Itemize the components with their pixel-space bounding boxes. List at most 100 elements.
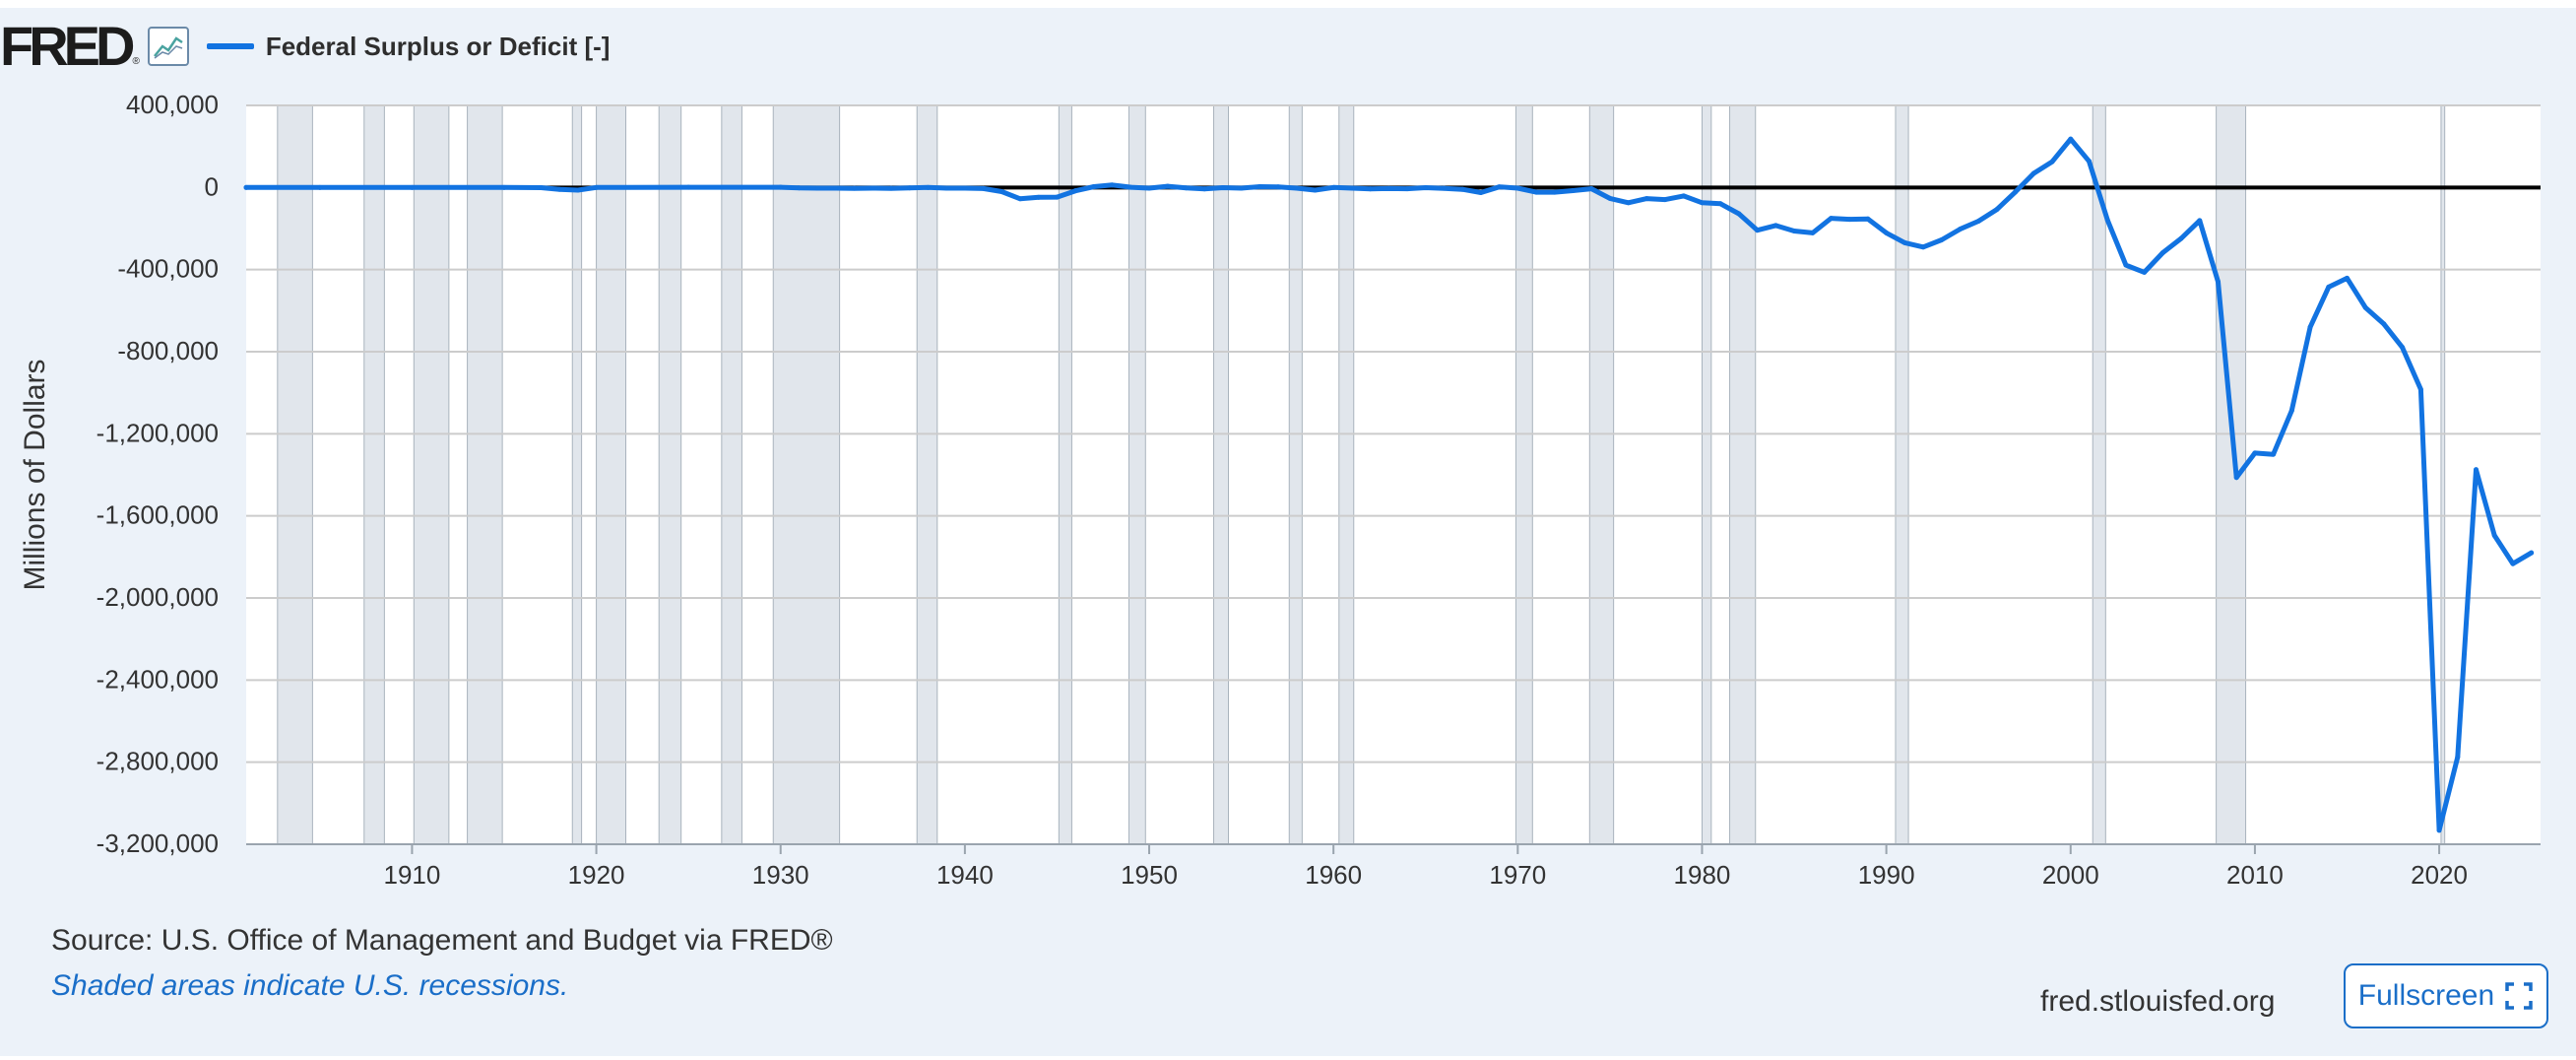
data-point [1239, 185, 1245, 191]
data-point [1110, 182, 1116, 188]
data-point [1183, 185, 1189, 191]
data-point [1385, 185, 1391, 191]
data-point [1072, 188, 1078, 194]
data-point [685, 184, 691, 190]
data-point [2288, 408, 2294, 414]
y-axis-label: Millions of Dollars [19, 359, 51, 590]
data-point [1736, 211, 1742, 217]
data-point [1846, 217, 1852, 223]
data-point [2529, 550, 2535, 556]
data-point [1017, 196, 1023, 202]
data-point [243, 184, 249, 190]
x-tick-label: 1970 [1489, 860, 1546, 890]
recession-note: Shaded areas indicate U.S. recessions. [51, 969, 569, 1002]
data-point [501, 184, 507, 190]
data-point [1275, 184, 1281, 190]
y-tick-label: -2,400,000 [97, 664, 219, 694]
recession-band [1289, 105, 1303, 844]
data-point [2049, 159, 2055, 165]
data-point [1146, 185, 1152, 191]
line-chart-icon[interactable] [147, 27, 189, 66]
recession-band [1895, 105, 1909, 844]
data-point [1091, 184, 1097, 189]
data-point [1478, 190, 1484, 196]
data-point [962, 185, 968, 191]
recession-band [1128, 105, 1146, 844]
data-point [1755, 228, 1761, 233]
data-point [1459, 186, 1465, 192]
site-url[interactable]: fred.stlouisfed.org [2040, 985, 2276, 1018]
data-point [2326, 284, 2332, 290]
data-point [888, 185, 894, 191]
data-point [1514, 185, 1520, 191]
y-tick-label: -2,800,000 [97, 747, 219, 776]
data-point [852, 185, 858, 191]
data-point [1975, 219, 1981, 224]
data-point [2510, 561, 2516, 566]
data-point [538, 185, 544, 191]
data-point [2271, 451, 2277, 457]
recession-band [1589, 105, 1614, 844]
recession-band [917, 105, 937, 844]
fred-logo[interactable]: FRED [0, 15, 135, 77]
data-point [2455, 754, 2461, 760]
data-point [1054, 194, 1060, 200]
data-point [1699, 200, 1705, 206]
data-point [796, 185, 802, 191]
data-point [2344, 275, 2350, 281]
y-tick-label: -800,000 [117, 336, 219, 365]
data-point [1312, 187, 1318, 193]
data-point [2252, 450, 2258, 456]
data-point [833, 185, 839, 191]
recession-band [2093, 105, 2106, 844]
x-tick-label: 1960 [1305, 860, 1362, 890]
fred-registered-mark: ® [132, 56, 140, 67]
y-tick-label: -3,200,000 [97, 828, 219, 858]
data-point [981, 185, 987, 191]
data-point [2473, 467, 2479, 473]
recession-band [1702, 105, 1711, 844]
data-point [409, 184, 415, 190]
data-point [2030, 170, 2036, 176]
x-tick-label: 1910 [384, 860, 441, 890]
expand-icon [2505, 982, 2533, 1010]
data-point [1533, 189, 1539, 195]
y-tick-label: 400,000 [126, 90, 219, 119]
data-point [1994, 207, 2000, 213]
data-point [1681, 193, 1687, 199]
data-point [575, 187, 581, 193]
recession-band [277, 105, 313, 844]
fullscreen-button[interactable]: Fullscreen [2344, 963, 2548, 1028]
data-point [1717, 201, 1723, 207]
data-point [1791, 229, 1797, 233]
data-point [778, 184, 784, 190]
x-tick-label: 2020 [2411, 860, 2468, 890]
data-point [1865, 216, 1871, 222]
y-tick-label: -1,600,000 [97, 500, 219, 530]
data-point [2013, 189, 2019, 195]
data-point [1441, 185, 1447, 191]
data-point [1810, 230, 1816, 235]
data-point [1552, 189, 1558, 195]
data-point [2068, 136, 2074, 142]
data-point [1884, 230, 1890, 235]
data-point [1828, 216, 1834, 222]
data-point [2086, 159, 2092, 165]
plot-area [246, 105, 2541, 844]
data-point [814, 185, 820, 191]
y-tick-label: 0 [205, 171, 219, 201]
y-tick-label: -400,000 [117, 254, 219, 284]
data-point [1626, 200, 1632, 206]
recession-band [721, 105, 742, 844]
y-tick-label: -2,000,000 [97, 582, 219, 612]
data-point [1920, 244, 1926, 250]
data-point [2159, 250, 2165, 256]
recession-band [414, 105, 449, 844]
data-point [1368, 186, 1374, 192]
data-point [1957, 227, 1963, 232]
recession-band [659, 105, 681, 844]
y-tick-label: -1,200,000 [97, 418, 219, 447]
x-tick-label: 2000 [2042, 860, 2099, 890]
x-tick-label: 1920 [568, 860, 625, 890]
